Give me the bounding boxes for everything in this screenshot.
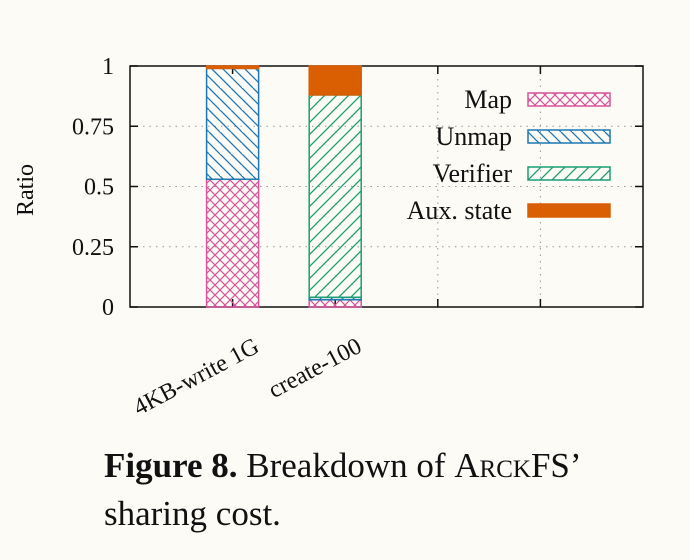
bar-segment-map (308, 299, 362, 308)
bar-segment-aux-state (308, 65, 362, 96)
caption-label: Figure 8. (104, 446, 238, 485)
legend-swatch-aux-state (527, 203, 611, 218)
y-tick-label: 0 (102, 295, 114, 321)
y-tick-label: 0.5 (84, 175, 114, 201)
caption-text-after: ’ sharing cost. (104, 446, 579, 533)
bar-segment-map (205, 178, 260, 308)
bars (205, 65, 362, 308)
legend-label-aux-state: Aux. state (407, 196, 512, 225)
y-tick-label: 0.75 (72, 114, 114, 140)
stacked-bar-chart: 0 0.25 0.5 0.75 1 4KB-write 1G create-100 Rat… (13, 54, 644, 421)
y-tick-label: 0.25 (72, 235, 114, 261)
legend-swatch-map (527, 92, 611, 107)
caption-text-before: Breakdown of (246, 446, 446, 485)
legend-label-unmap: Unmap (435, 122, 512, 151)
legend-swatch-unmap (527, 129, 611, 144)
legend: Map Unmap Verifier Aux. state (407, 85, 611, 225)
legend-label-map: Map (464, 85, 512, 114)
y-tick-label: 1 (102, 54, 114, 80)
legend-swatch-verifier (527, 166, 611, 181)
y-axis-label: Ratio (13, 164, 39, 216)
figure-caption: Figure 8. Breakdown of ArckFS’ sharing c… (104, 442, 684, 538)
bar-segment-verifier (308, 94, 362, 299)
caption-system-name: ArckFS (454, 446, 570, 485)
legend-label-verifier: Verifier (433, 159, 513, 188)
bar-segment-aux-state (205, 65, 260, 70)
x-tick-label: create-100 (264, 333, 366, 403)
bar-segment-unmap (205, 67, 260, 181)
y-axis-ticks: 0 0.25 0.5 0.75 1 (72, 54, 643, 321)
x-axis-labels: 4KB-write 1G create-100 (129, 333, 366, 421)
x-tick-label: 4KB-write 1G (129, 333, 263, 421)
